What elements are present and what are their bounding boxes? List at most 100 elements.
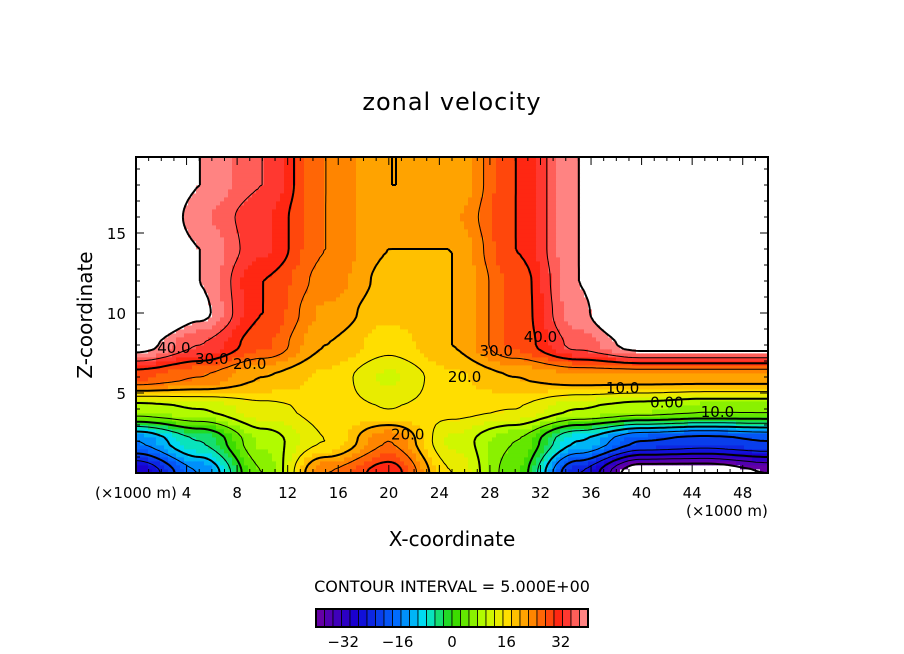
field-cell	[500, 377, 505, 382]
field-cell	[336, 393, 341, 398]
field-cell	[372, 453, 377, 458]
field-cell	[600, 441, 605, 446]
field-cell	[260, 445, 265, 450]
field-cell	[316, 357, 321, 362]
field-cell	[716, 453, 721, 458]
field-cell	[648, 397, 653, 402]
field-cell	[196, 393, 201, 398]
field-cell	[324, 445, 329, 450]
field-cell	[300, 349, 305, 354]
field-cell	[268, 381, 273, 386]
field-cell	[684, 393, 689, 398]
field-cell	[336, 397, 341, 402]
field-cell	[356, 353, 361, 358]
field-cell	[608, 397, 613, 402]
field-cell	[604, 389, 609, 394]
field-cell	[404, 437, 409, 442]
field-cell	[392, 469, 397, 474]
field-cell	[548, 365, 553, 370]
field-cell	[612, 449, 617, 454]
field-cell	[544, 441, 549, 446]
field-cell	[672, 405, 677, 410]
field-cell	[204, 369, 209, 374]
field-cell	[392, 457, 397, 462]
field-cell	[216, 345, 221, 350]
field-cell	[596, 469, 601, 474]
field-cell	[556, 429, 561, 434]
field-cell	[644, 429, 649, 434]
field-cell	[436, 457, 441, 462]
field-cell	[328, 445, 333, 450]
field-cell	[436, 461, 441, 466]
field-cell	[356, 461, 361, 466]
field-cell	[568, 361, 573, 366]
field-cell	[328, 437, 333, 442]
field-cell	[736, 461, 741, 466]
field-cell	[176, 465, 181, 470]
field-cell	[492, 421, 497, 426]
field-cell	[436, 381, 441, 386]
field-cell	[576, 461, 581, 466]
field-cell	[676, 465, 681, 470]
field-cell	[500, 393, 505, 398]
field-cell	[592, 437, 597, 442]
field-cell	[444, 421, 449, 426]
field-cell	[152, 397, 157, 402]
field-cell	[224, 449, 229, 454]
field-cell	[668, 377, 673, 382]
field-cell	[740, 449, 745, 454]
field-cell	[432, 429, 437, 434]
field-cell	[596, 385, 601, 390]
field-cell	[360, 373, 365, 378]
field-cell	[404, 345, 409, 350]
field-cell	[736, 409, 741, 414]
field-cell	[148, 405, 153, 410]
field-cell	[616, 421, 621, 426]
field-cell	[744, 405, 749, 410]
field-cell	[480, 441, 485, 446]
field-cell	[380, 429, 385, 434]
field-cell	[512, 433, 517, 438]
field-cell	[476, 465, 481, 470]
field-cell	[724, 409, 729, 414]
field-cell	[364, 425, 369, 430]
field-cell	[204, 417, 209, 422]
field-cell	[500, 465, 505, 470]
field-cell	[388, 441, 393, 446]
field-cell	[672, 377, 677, 382]
field-cell	[536, 393, 541, 398]
field-cell	[496, 445, 501, 450]
field-cell	[460, 457, 465, 462]
field-cell	[140, 453, 145, 458]
field-cell	[256, 461, 261, 466]
field-cell	[540, 409, 545, 414]
field-cell	[352, 429, 357, 434]
field-cell	[576, 405, 581, 410]
field-cell	[360, 437, 365, 442]
field-cell	[528, 349, 533, 354]
field-cell	[716, 441, 721, 446]
field-cell	[612, 413, 617, 418]
field-cell	[440, 417, 445, 422]
field-cell	[604, 417, 609, 422]
field-cell	[468, 449, 473, 454]
field-cell	[724, 393, 729, 398]
field-cell	[404, 385, 409, 390]
field-cell	[308, 349, 313, 354]
field-cell	[616, 433, 621, 438]
field-cell	[260, 345, 265, 350]
field-cell	[588, 409, 593, 414]
field-cell	[692, 441, 697, 446]
field-cell	[732, 377, 737, 382]
field-cell	[168, 393, 173, 398]
field-cell	[248, 409, 253, 414]
field-cell	[508, 437, 513, 442]
field-cell	[172, 429, 177, 434]
field-cell	[660, 433, 665, 438]
field-cell	[256, 389, 261, 394]
field-cell	[376, 429, 381, 434]
field-cell	[272, 365, 277, 370]
field-cell	[624, 369, 629, 374]
field-cell	[360, 369, 365, 374]
field-cell	[420, 445, 425, 450]
